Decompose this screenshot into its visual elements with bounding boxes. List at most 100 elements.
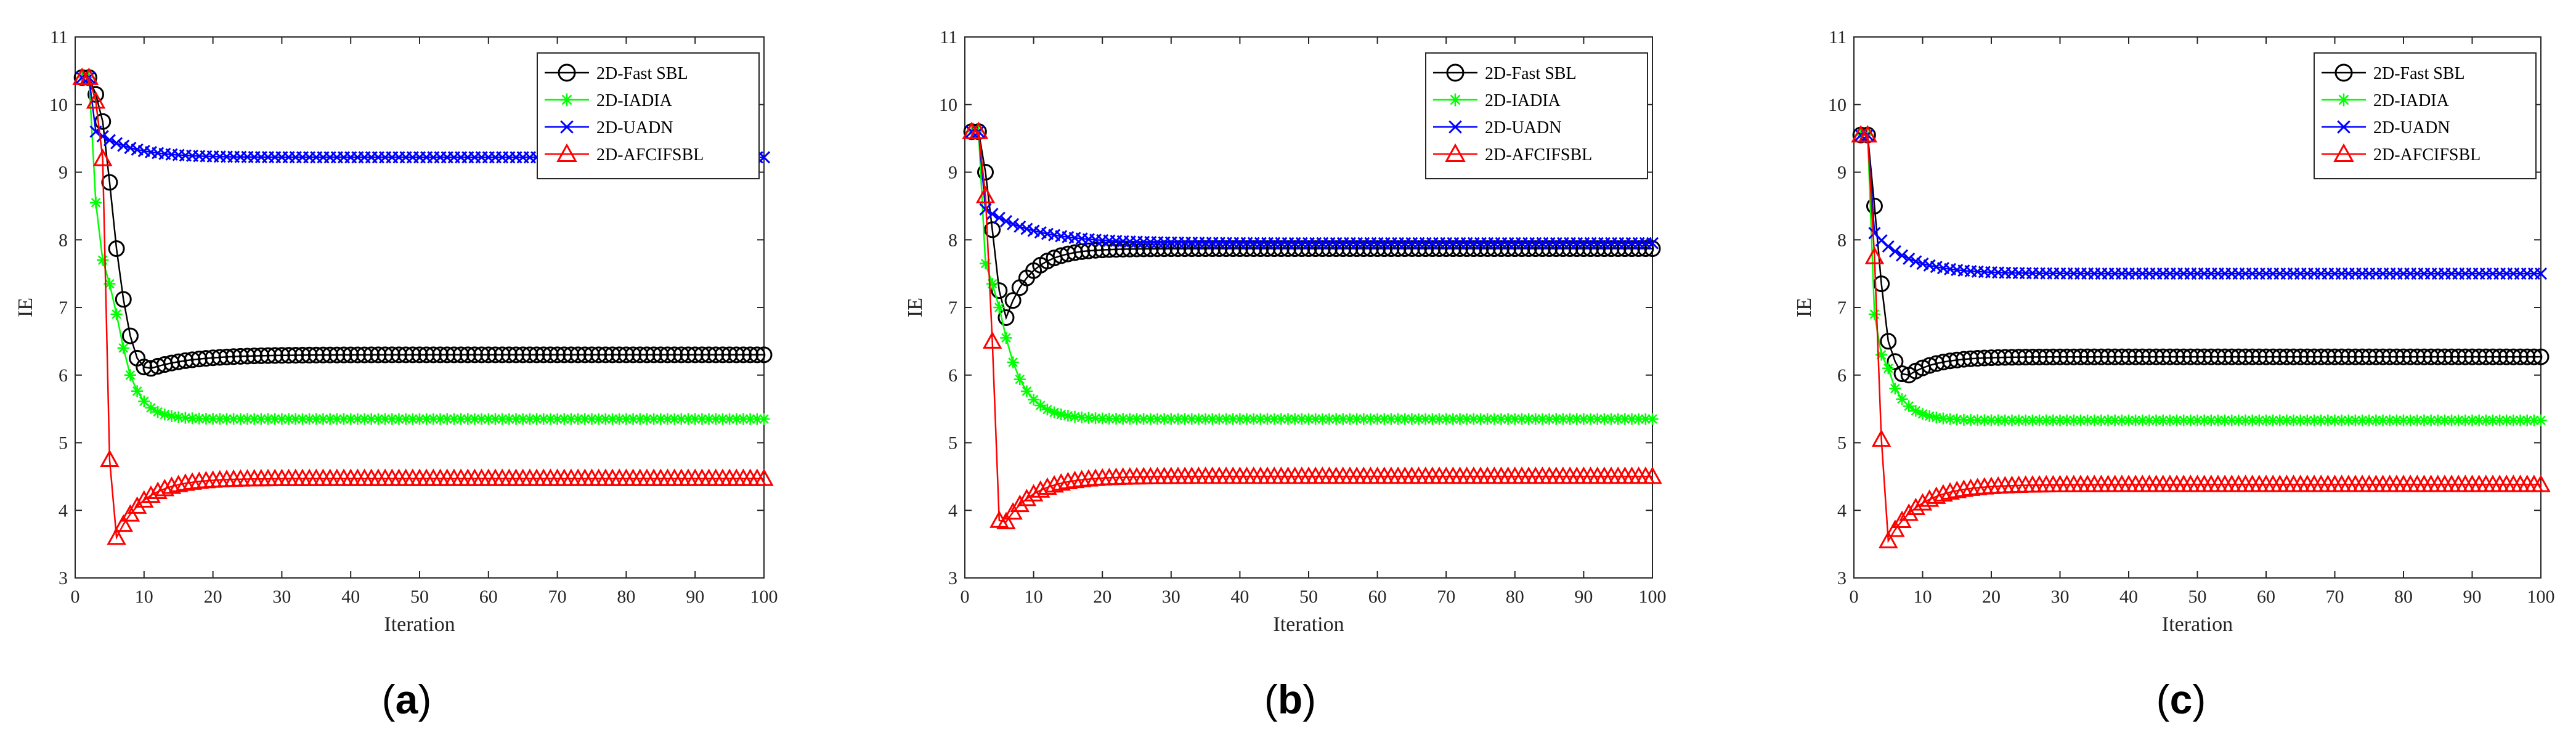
data-point-marker: [2177, 414, 2190, 426]
data-point-marker: [459, 346, 476, 364]
data-point-marker: [1231, 240, 1248, 258]
data-point-marker: [1452, 240, 1469, 258]
data-point-marker: [2013, 414, 2025, 426]
data-point-marker: [246, 348, 263, 365]
data-point-marker: [1254, 413, 1267, 425]
data-point-marker: [1554, 240, 1572, 258]
data-point-marker: [1314, 240, 1331, 258]
data-point-marker: [528, 346, 545, 364]
data-point-marker: [262, 413, 274, 425]
data-point-marker: [1300, 240, 1317, 258]
data-point-marker: [1472, 240, 1489, 258]
data-point-marker: [1424, 240, 1441, 258]
data-point-marker: [379, 413, 391, 425]
data-point-marker: [1516, 413, 1528, 425]
data-point-marker: [1446, 63, 1465, 82]
x-tick-label: 90: [686, 587, 704, 607]
data-point-marker: [2308, 414, 2320, 426]
data-point-marker: [372, 413, 384, 425]
series-triangle-3: [962, 121, 1662, 529]
data-point-marker: [1330, 413, 1343, 425]
data-point-marker: [1639, 413, 1652, 425]
data-point-marker: [179, 412, 192, 424]
data-point-marker: [1992, 414, 2004, 426]
series-line: [972, 131, 1652, 244]
data-point-marker: [1103, 412, 1115, 425]
data-point-marker: [1940, 482, 1960, 500]
data-point-marker: [2278, 348, 2295, 365]
data-point-marker: [1017, 489, 1037, 506]
data-point-marker: [227, 413, 240, 425]
data-point-marker: [1165, 413, 1177, 425]
data-point-marker: [563, 346, 580, 364]
data-point-marker: [476, 413, 488, 425]
data-point-marker: [1417, 240, 1434, 258]
data-point-marker: [397, 346, 415, 364]
data-point-marker: [1866, 197, 1883, 214]
data-point-marker: [1919, 489, 1940, 507]
data-point-marker: [1068, 410, 1081, 423]
panel-label: (a): [382, 677, 432, 722]
data-point-marker: [115, 291, 132, 308]
data-point-marker: [728, 346, 745, 364]
x-tick-label: 40: [341, 587, 360, 607]
data-point-marker: [1204, 240, 1221, 258]
data-point-marker: [2505, 348, 2522, 365]
data-point-marker: [1293, 240, 1310, 258]
data-point-marker: [413, 413, 426, 425]
data-point-marker: [986, 208, 999, 221]
data-point-marker: [1211, 240, 1228, 258]
data-point-marker: [1357, 413, 1370, 425]
data-point-marker: [342, 346, 359, 364]
series-triangle-3: [1851, 124, 2551, 548]
data-point-marker: [2450, 348, 2467, 365]
data-point-marker: [997, 309, 1015, 326]
data-point-marker: [2086, 348, 2103, 365]
data-point-marker: [524, 413, 536, 425]
data-point-marker: [707, 346, 725, 364]
x-tick-label: 90: [1574, 587, 1593, 607]
data-point-marker: [1972, 414, 1984, 426]
data-point-marker: [2312, 348, 2330, 365]
data-point-marker: [1488, 413, 1500, 425]
data-point-marker: [2322, 414, 2334, 426]
x-tick-label: 30: [2051, 587, 2070, 607]
data-point-marker: [110, 137, 123, 150]
data-point-marker: [205, 349, 222, 367]
data-point-marker: [734, 346, 752, 364]
data-point-marker: [754, 468, 774, 486]
data-point-marker: [2306, 348, 2323, 365]
y-tick-label: 6: [1837, 365, 1847, 386]
data-point-marker: [2005, 414, 2018, 426]
data-point-marker: [551, 413, 564, 425]
data-point-marker: [2246, 414, 2259, 426]
data-point-marker: [221, 413, 233, 425]
x-tick-label: 90: [2463, 587, 2482, 607]
data-point-marker: [100, 449, 120, 467]
data-point-marker: [1502, 413, 1514, 425]
y-tick-label: 11: [50, 27, 68, 47]
data-point-marker: [1245, 240, 1262, 258]
data-point-marker: [1903, 400, 1915, 412]
data-point-marker: [2171, 414, 2183, 426]
data-point-marker: [999, 214, 1013, 228]
data-point-marker: [1619, 413, 1631, 425]
data-point-marker: [110, 308, 123, 320]
data-point-marker: [1087, 242, 1104, 259]
data-point-marker: [1158, 413, 1171, 425]
data-point-marker: [1509, 413, 1521, 425]
data-point-marker: [2484, 348, 2501, 365]
data-point-marker: [572, 413, 584, 425]
data-point-marker: [2044, 348, 2062, 365]
x-tick-label: 60: [479, 587, 498, 607]
data-point-marker: [2081, 414, 2094, 426]
data-point-marker: [2376, 414, 2389, 426]
data-point-marker: [1240, 413, 1253, 425]
data-point-marker: [721, 346, 738, 364]
data-point-marker: [2088, 414, 2100, 426]
data-point-marker: [993, 211, 1006, 224]
x-tick-label: 10: [1914, 587, 1932, 607]
data-point-marker: [730, 413, 742, 425]
x-tick-label: 100: [750, 587, 778, 607]
data-point-marker: [108, 240, 125, 258]
